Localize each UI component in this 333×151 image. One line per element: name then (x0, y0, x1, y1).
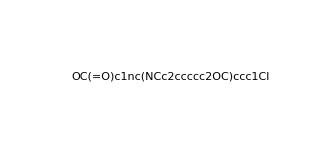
Text: OC(=O)c1nc(NCc2ccccc2OC)ccc1Cl: OC(=O)c1nc(NCc2ccccc2OC)ccc1Cl (72, 71, 270, 81)
